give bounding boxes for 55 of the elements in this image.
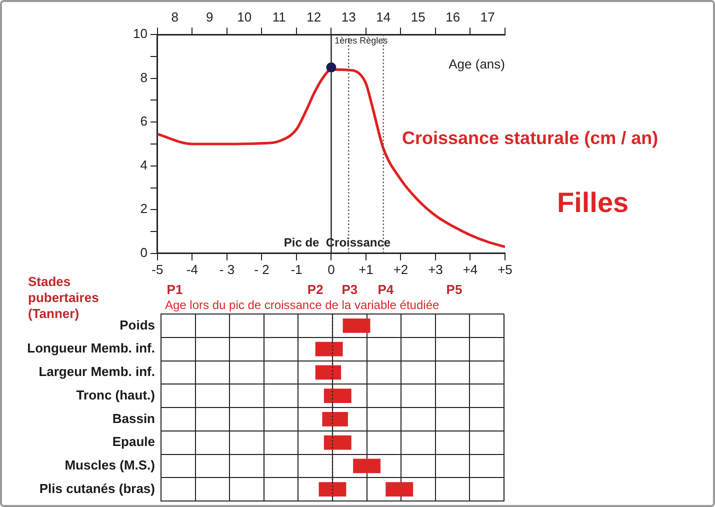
x-tick-label: 0 [328,262,335,277]
y-tick-label: 10 [132,26,148,42]
y-axis-title: Croissance staturale (cm / an) [402,128,658,149]
x2-tick-label: 17 [480,9,495,24]
y-tick-label: Epaule [112,434,155,450]
bar [324,388,352,404]
ref-line-label: 1ères Règles [334,36,388,46]
bar [315,365,342,380]
y-tick-label: 2 [140,201,148,216]
x2-axis-title: Age (ans) [448,56,505,72]
x-tick-label: +1 [358,262,374,277]
x2-tick-label: 15 [410,9,426,24]
text: P5 [446,282,462,297]
x-tick-label: - 3 [219,262,235,277]
x-tick-label: -5 [152,262,164,277]
bar [318,482,346,497]
x2-tick-label: 12 [306,9,322,24]
x-tick-label: +3 [428,262,443,277]
bar [342,318,370,333]
y-tick-label: Poids [120,317,155,332]
bar [353,458,381,474]
bar [324,435,352,450]
y-tick-label: 4 [140,157,148,172]
bar [315,342,343,356]
y-tick-label: 6 [140,114,148,129]
x-tick-label: +2 [393,262,408,277]
text: Stades pubertaires (Tanner) [28,274,99,321]
text: P1 [166,282,183,297]
y-tick-label: 8 [140,70,148,85]
x2-tick-label: 16 [446,9,460,24]
y-tick-label: Tronc (haut.) [76,387,155,402]
x2-tick-label: 13 [341,9,356,24]
x-tick-label: +4 [462,262,478,277]
bar [322,412,348,426]
x-tick-label: - 2 [254,262,270,277]
x2-tick-label: 11 [272,9,286,24]
x-tick-label: -1 [290,262,302,277]
y-tick-label: Muscles (M.S.) [64,458,155,473]
chart-subtitle: Age lors du pic de croissance de la variable étudiée [165,298,440,312]
x2-tick-label: 9 [206,9,214,24]
y-tick-label: Largeur Memb. inf. [38,364,155,380]
x2-tick-label: 10 [237,9,252,24]
y-tick-label: Longueur Memb. inf. [27,340,155,356]
text: Filles [557,187,629,219]
bar [386,482,414,497]
y-tick-label: Bassin [112,410,156,426]
y-tick-label: Plis cutanés (bras) [39,480,155,496]
x2-tick-label: 14 [376,9,391,24]
y-tick-label: 0 [140,244,148,260]
x2-tick-label: 8 [171,9,178,24]
text: P4 [378,282,394,297]
text: P3 [342,282,358,297]
text: P2 [307,282,324,297]
x-tick-label: +5 [498,262,512,277]
x-tick-label: -4 [186,262,198,277]
